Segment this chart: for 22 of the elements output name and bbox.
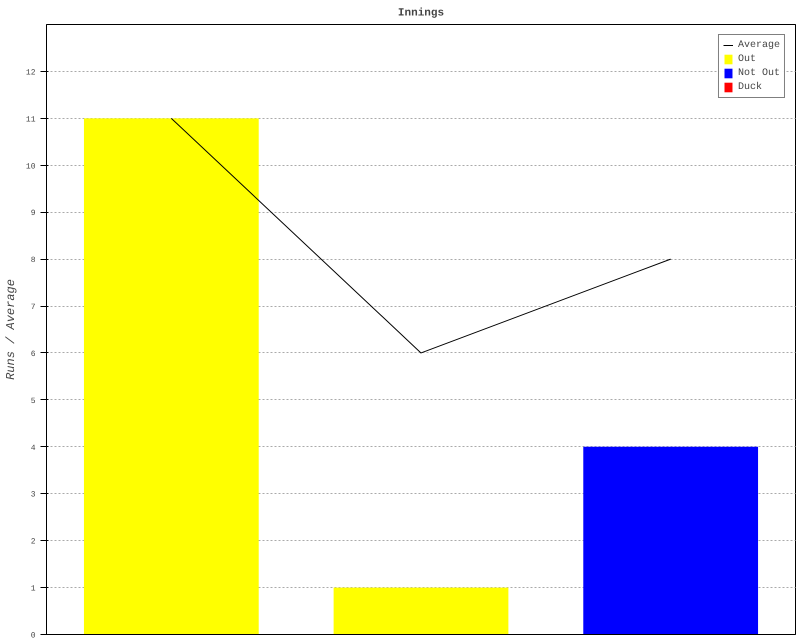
legend-label: Duck: [738, 81, 762, 93]
legend-label: Average: [738, 39, 780, 51]
y-tick-label: 10: [26, 162, 36, 172]
y-tick-label: 12: [26, 68, 36, 78]
y-tick-label: 1: [30, 584, 36, 594]
y-tick-label: 8: [30, 256, 36, 266]
y-tick-label: 7: [30, 303, 36, 312]
bar: [334, 588, 508, 634]
y-tick-label: 5: [30, 396, 36, 406]
y-tick-label: 4: [30, 444, 36, 453]
y-tick-label: 6: [30, 350, 36, 359]
legend-label: Not Out: [738, 67, 780, 79]
legend-label: Out: [738, 53, 757, 65]
y-tick-label: 11: [26, 115, 36, 124]
y-tick-label: 2: [30, 538, 36, 547]
bar: [84, 118, 259, 634]
y-tick-label: 9: [30, 209, 36, 218]
bar: [583, 446, 758, 634]
y-tick-label: 3: [30, 490, 36, 500]
y-tick-label: 0: [30, 632, 36, 640]
y-axis-title: Runs / Average: [4, 279, 18, 380]
chart-title: Innings: [398, 8, 444, 20]
